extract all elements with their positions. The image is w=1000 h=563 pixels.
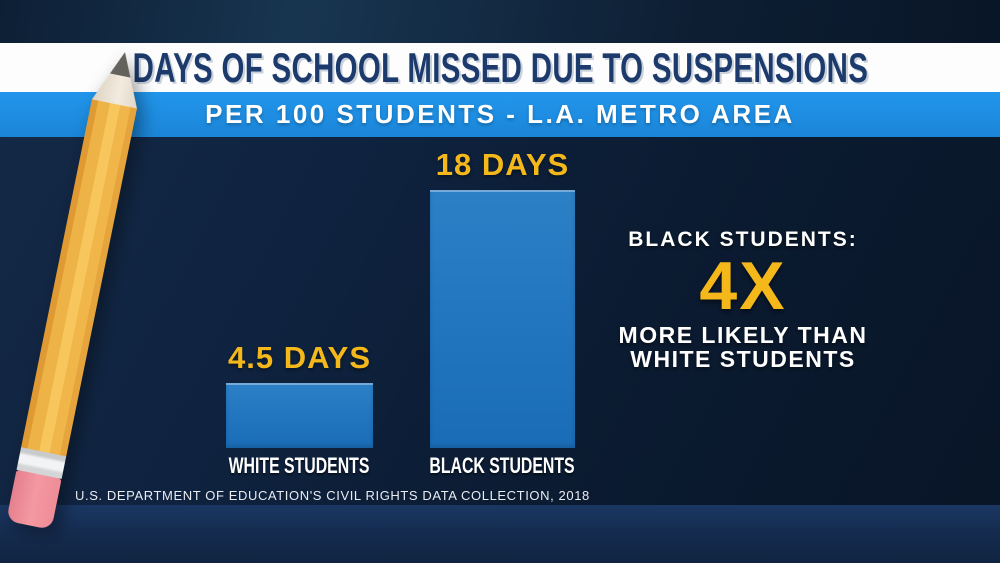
annotation-heading: BLACK STUDENTS: xyxy=(628,228,858,251)
bar-group-white-students: 4.5 DAYS xyxy=(226,340,373,448)
annotation-block: BLACK STUDENTS: 4X MORE LIKELY THAN WHIT… xyxy=(593,228,893,371)
floor-gradient xyxy=(0,505,1000,563)
source-attribution: U.S. DEPARTMENT OF EDUCATION'S CIVIL RIG… xyxy=(75,488,590,503)
bar-black-students xyxy=(430,190,575,448)
bar-value-white-students: 4.5 DAYS xyxy=(228,340,371,375)
bar-white-students xyxy=(226,383,373,448)
category-label-white-students: WHITE STUDENTS xyxy=(228,453,370,478)
subtitle-band: PER 100 STUDENTS - L.A. METRO AREA xyxy=(0,92,1000,137)
category-label-black-students: BLACK STUDENTS xyxy=(429,453,575,478)
pencil-body xyxy=(21,99,137,457)
page-subtitle: PER 100 STUDENTS - L.A. METRO AREA xyxy=(205,99,795,129)
top-strip xyxy=(0,0,1000,43)
annotation-multiplier: 4X xyxy=(699,248,787,324)
title-band: DAYS OF SCHOOL MISSED DUE TO SUSPENSIONS xyxy=(0,43,1000,92)
annotation-line3: WHITE STUDENTS xyxy=(630,345,856,372)
bar-group-black-students: 18 DAYS xyxy=(430,147,575,448)
bar-value-black-students: 18 DAYS xyxy=(435,147,570,182)
annotation-line2: MORE LIKELY THAN xyxy=(618,321,868,348)
page-title: DAYS OF SCHOOL MISSED DUE TO SUSPENSIONS xyxy=(132,43,868,91)
